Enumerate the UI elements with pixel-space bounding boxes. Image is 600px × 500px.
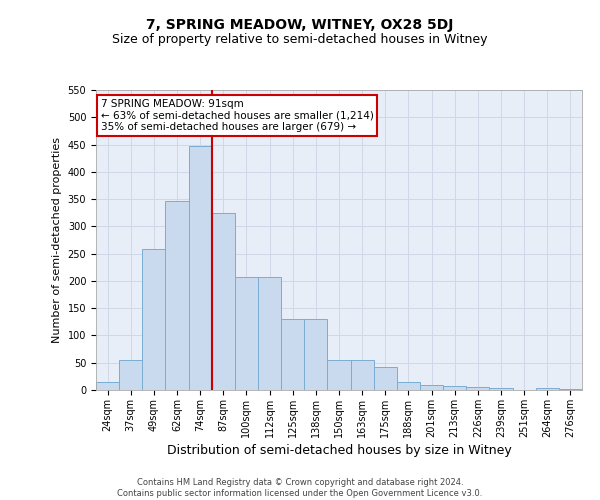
Bar <box>212 212 235 390</box>
Bar <box>466 388 490 390</box>
Bar <box>536 388 559 390</box>
Bar <box>397 382 420 390</box>
Bar <box>328 360 350 390</box>
Bar <box>119 360 142 390</box>
Bar <box>188 146 212 390</box>
X-axis label: Distribution of semi-detached houses by size in Witney: Distribution of semi-detached houses by … <box>167 444 511 457</box>
Bar <box>350 360 374 390</box>
Text: Size of property relative to semi-detached houses in Witney: Size of property relative to semi-detach… <box>112 32 488 46</box>
Bar <box>443 386 466 390</box>
Bar <box>142 250 166 390</box>
Bar <box>235 277 258 390</box>
Bar <box>490 388 512 390</box>
Bar <box>304 319 328 390</box>
Y-axis label: Number of semi-detached properties: Number of semi-detached properties <box>52 137 62 343</box>
Text: 7, SPRING MEADOW, WITNEY, OX28 5DJ: 7, SPRING MEADOW, WITNEY, OX28 5DJ <box>146 18 454 32</box>
Bar <box>420 384 443 390</box>
Bar <box>96 382 119 390</box>
Bar <box>166 200 188 390</box>
Text: Contains HM Land Registry data © Crown copyright and database right 2024.
Contai: Contains HM Land Registry data © Crown c… <box>118 478 482 498</box>
Text: 7 SPRING MEADOW: 91sqm
← 63% of semi-detached houses are smaller (1,214)
35% of : 7 SPRING MEADOW: 91sqm ← 63% of semi-det… <box>101 99 374 132</box>
Bar <box>374 367 397 390</box>
Bar <box>559 389 582 390</box>
Bar <box>258 277 281 390</box>
Bar <box>281 319 304 390</box>
